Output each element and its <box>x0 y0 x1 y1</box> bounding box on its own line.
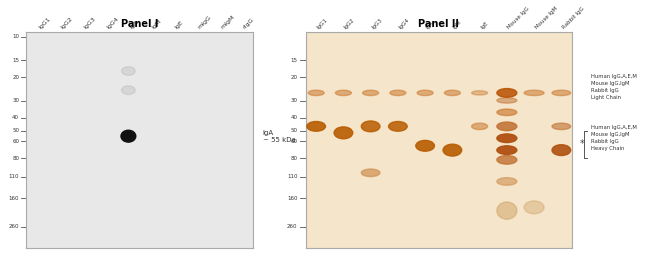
Text: Rabbit IgG: Rabbit IgG <box>562 6 585 30</box>
Text: 60: 60 <box>291 139 298 144</box>
Text: 30: 30 <box>291 98 298 103</box>
Text: 110: 110 <box>8 174 20 179</box>
Text: 60: 60 <box>12 139 20 144</box>
Ellipse shape <box>335 90 352 96</box>
Text: IgE: IgE <box>174 20 185 30</box>
Text: IgM: IgM <box>452 20 463 30</box>
Ellipse shape <box>552 123 571 130</box>
Text: Human IgG,A,E,M
Mouse IgG,IgM
Rabbit IgG
Light Chain: Human IgG,A,E,M Mouse IgG,IgM Rabbit IgG… <box>591 75 636 100</box>
Ellipse shape <box>122 67 135 75</box>
Text: IgG1: IgG1 <box>316 18 329 30</box>
Ellipse shape <box>497 156 517 164</box>
Text: 260: 260 <box>287 224 298 229</box>
Ellipse shape <box>363 90 379 96</box>
Ellipse shape <box>416 140 434 151</box>
Text: 160: 160 <box>287 196 298 201</box>
Text: 260: 260 <box>8 224 20 229</box>
Text: IgG4: IgG4 <box>398 18 411 30</box>
Ellipse shape <box>497 202 517 219</box>
Text: IgA
~ 55 kDa: IgA ~ 55 kDa <box>263 130 295 143</box>
Ellipse shape <box>390 90 406 96</box>
Ellipse shape <box>524 90 544 96</box>
Text: 30: 30 <box>12 98 20 103</box>
Text: IgG3: IgG3 <box>83 16 97 30</box>
Text: IgG1: IgG1 <box>38 16 51 30</box>
Ellipse shape <box>497 146 517 154</box>
Title: Panel II: Panel II <box>419 19 459 29</box>
Ellipse shape <box>552 145 571 156</box>
Text: 20: 20 <box>291 75 298 80</box>
Ellipse shape <box>361 169 380 177</box>
Text: IgA: IgA <box>128 19 139 30</box>
Text: Human IgG,A,E,M
Mouse IgG,IgM
Rabbit IgG
Heavy Chain: Human IgG,A,E,M Mouse IgG,IgM Rabbit IgG… <box>591 125 636 151</box>
Ellipse shape <box>472 123 488 130</box>
Text: 10: 10 <box>12 34 20 39</box>
Ellipse shape <box>497 122 517 131</box>
Ellipse shape <box>497 134 517 143</box>
Ellipse shape <box>472 91 488 95</box>
Text: IgG2: IgG2 <box>343 18 356 30</box>
Ellipse shape <box>497 109 517 116</box>
Text: IgA: IgA <box>425 21 435 30</box>
Ellipse shape <box>497 178 517 185</box>
Text: 15: 15 <box>291 58 298 63</box>
Ellipse shape <box>361 121 380 132</box>
Text: 20: 20 <box>12 75 20 80</box>
Text: 15: 15 <box>12 58 20 63</box>
Ellipse shape <box>417 90 433 96</box>
Ellipse shape <box>497 98 517 103</box>
Ellipse shape <box>334 127 353 139</box>
Text: 80: 80 <box>12 156 20 161</box>
Text: *: * <box>580 139 585 149</box>
Text: 50: 50 <box>12 128 20 133</box>
Text: Mouse IgG: Mouse IgG <box>507 6 531 30</box>
Ellipse shape <box>443 144 461 156</box>
Ellipse shape <box>389 122 407 131</box>
Title: Panel I: Panel I <box>121 19 159 29</box>
Text: 50: 50 <box>291 128 298 133</box>
Text: IgG4: IgG4 <box>105 16 120 30</box>
Ellipse shape <box>121 130 136 142</box>
Text: IgG3: IgG3 <box>370 18 383 30</box>
Text: mIgM: mIgM <box>219 14 235 30</box>
Text: 40: 40 <box>291 115 298 120</box>
Ellipse shape <box>497 89 517 97</box>
Ellipse shape <box>308 90 324 96</box>
Text: 110: 110 <box>287 174 298 179</box>
Text: 80: 80 <box>291 156 298 161</box>
Text: 40: 40 <box>12 115 20 120</box>
Ellipse shape <box>552 90 571 96</box>
Text: rIgG: rIgG <box>242 17 255 30</box>
Ellipse shape <box>445 90 460 96</box>
Ellipse shape <box>307 122 326 131</box>
Text: IgM: IgM <box>151 19 162 30</box>
Text: IgG2: IgG2 <box>60 16 74 30</box>
Text: Mouse IgM: Mouse IgM <box>534 6 558 30</box>
Text: 160: 160 <box>8 196 20 201</box>
Text: mIgG: mIgG <box>196 15 212 30</box>
Ellipse shape <box>122 86 135 94</box>
Text: IgE: IgE <box>480 21 489 30</box>
Ellipse shape <box>524 201 544 214</box>
